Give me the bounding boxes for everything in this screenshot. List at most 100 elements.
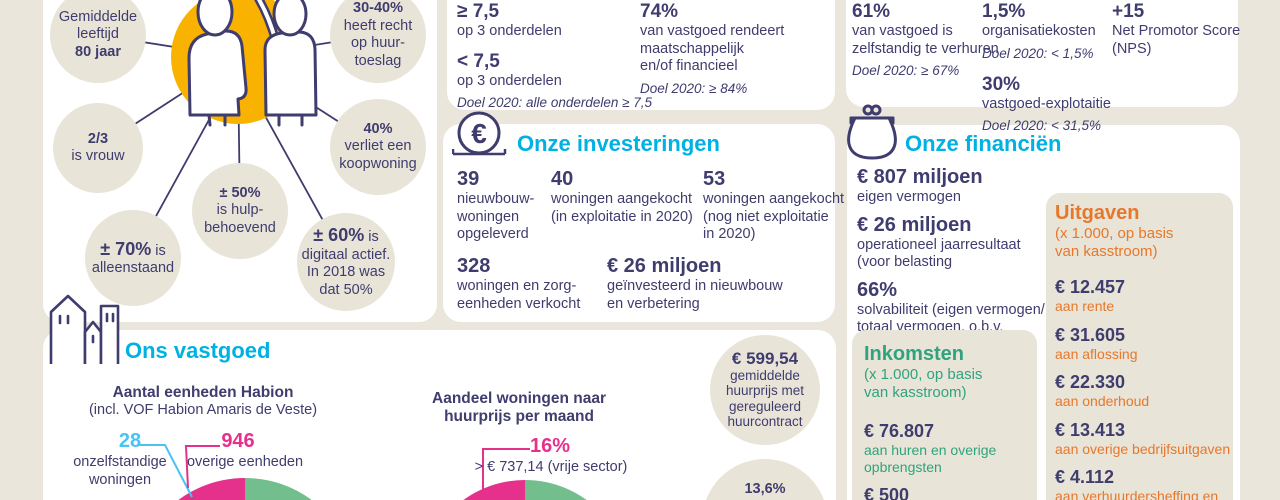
stat-label: eigen vermogen: [857, 189, 961, 205]
income-label: aan huren en overige: [864, 442, 997, 458]
kpi-goal: Doel 2020: < 31,5%: [982, 118, 1101, 133]
stat-text: alleenstaand: [91, 260, 175, 276]
stat-text: behoevend: [204, 219, 276, 236]
stat-value: 40%: [363, 120, 393, 137]
expense-label: aan overige bedrijfsuitgaven: [1055, 440, 1231, 457]
stat-value: ± 50%: [219, 184, 261, 201]
stat-value: € 807 miljoen: [857, 166, 983, 188]
residents-illustration: [97, 0, 379, 263]
finances-title: Onze financiën: [905, 131, 1062, 156]
kpi-value: 1,5%: [982, 1, 1026, 22]
svg-text:€: €: [471, 118, 487, 149]
vastgoed-panel: Aantal eenheden Habion (incl. VOF Habion…: [43, 330, 836, 500]
stat-text: koopwoning: [339, 155, 417, 172]
expense-amount: € 12.457: [1055, 277, 1126, 297]
stat-value: ± 60%: [313, 225, 365, 245]
chart2-label-value: 16%: [515, 435, 585, 457]
investment-item: 40 woningen aangekocht (in exploitatie i…: [551, 168, 693, 226]
kpi-value: ≥ 7,5: [457, 1, 500, 22]
stat-text: verliet een: [344, 138, 412, 155]
kpi-label: op 3 onderdelen: [457, 72, 562, 89]
stat-label: woningen: [457, 208, 520, 225]
stat-value: 40: [551, 168, 574, 190]
kpi-label: zelfstandig te verhuren: [852, 40, 999, 57]
kpi-verhuren: 61% van vastgoed is zelfstandig te verhu…: [852, 0, 999, 79]
stat-text: dat 50%: [319, 281, 373, 298]
pie-label-text: woningen: [88, 471, 152, 488]
stat-circle-digital: ± 60% is digitaal actief. In 2018 was da…: [297, 213, 395, 311]
stat-value: 2/3: [87, 130, 109, 147]
uitgaven-subtitle: van kasstroom): [1055, 243, 1158, 260]
inkomsten-title: Inkomsten: [864, 343, 965, 365]
stat-circle-huurprijs: € 599,54 gemiddelde huurprijs met geregu…: [710, 335, 820, 445]
stat-value: 53: [703, 168, 726, 190]
expense-amount: € 31.605: [1055, 324, 1126, 345]
kpi-goal: Doel 2020: alle onderdelen ≥ 7,5: [457, 95, 653, 110]
stat-label: opgeleverd: [457, 226, 529, 242]
kpi-value: 74%: [640, 1, 679, 22]
kpi-orgkosten: 1,5% organisatiekosten Doel 2020: < 1,5%…: [982, 0, 1111, 134]
kpi-right-panel: [846, 0, 1238, 107]
investments-title: Onze investeringen: [517, 131, 720, 156]
income-amount: € 500: [864, 485, 910, 500]
stat-circle-rent-allowance: 30-40% heeft recht op huur- toeslag: [330, 0, 426, 83]
investment-item: € 26 miljoen geïnvesteerd in nieuwbouw e…: [607, 255, 783, 313]
chart1-title: Aantal eenheden Habion (incl. VOF Habion…: [78, 384, 328, 419]
kpi-label: organisatiekosten: [982, 23, 1096, 39]
coin-slot-icon: €: [452, 111, 507, 156]
inkomsten-panel: Inkomsten (x 1.000, op basis van kasstro…: [852, 330, 1037, 500]
kpi-nps: +15 Net Promotor Score (NPS): [1112, 0, 1240, 58]
inkomsten-subtitle: (x 1.000, op basis: [864, 366, 983, 383]
stat-value: 66%: [857, 278, 898, 301]
stat-text: toeslag: [354, 52, 402, 69]
stat-text: is: [151, 242, 166, 259]
kpi-label: maatschappelijk: [640, 40, 744, 57]
chart-title-line: Aandeel woningen naar: [432, 390, 606, 407]
stat-text: is: [364, 229, 379, 245]
expense-label: aan verhuurdersheffing en: [1055, 488, 1219, 500]
uitgaven-panel: Uitgaven (x 1.000, op basis van kasstroo…: [1046, 193, 1233, 500]
chart1-label1-value: 28: [100, 431, 160, 450]
stat-value: € 599,54: [731, 349, 799, 369]
kpi-value: 30%: [982, 73, 1021, 95]
stat-text: huurprijs met: [725, 383, 805, 399]
pie-leader-lines: [138, 444, 530, 498]
expense-amount: € 4.112: [1055, 467, 1115, 487]
stat-text: huurcontract: [727, 414, 803, 430]
stat-circle-average-age: Gemiddelde leeftijd 80 jaar: [50, 0, 146, 83]
elderly-couple-icon: [187, 0, 318, 127]
kpi-value: +15: [1112, 1, 1145, 22]
investment-item: 53 woningen aangekocht (nog niet exploit…: [703, 168, 844, 244]
kpi-label: op 3 onderdelen: [457, 23, 562, 39]
scores-panel: [447, 0, 835, 110]
stat-value: 39: [457, 168, 480, 190]
pie-label-text: onzelfstandige: [73, 454, 167, 470]
stat-label: woningen aangekocht: [551, 191, 693, 207]
stat-circle-care: ± 50% is hulp- behoevend: [192, 163, 288, 259]
stat-label: woningen en zorg-: [457, 278, 577, 294]
investment-item: 328 woningen en zorg- eenheden verkocht: [457, 255, 580, 313]
stat-text: is hulp-: [216, 202, 264, 219]
stat-label: geïnvesteerd in nieuwbouw: [607, 278, 783, 294]
stat-value: € 26 miljoen: [607, 255, 722, 277]
income-amount: € 76.807: [864, 421, 935, 441]
stat-value: 80 jaar: [75, 43, 121, 60]
kpi-value: < 7,5: [457, 50, 500, 72]
chart1-label1-text: onzelfstandige woningen: [65, 454, 175, 489]
pie-label-value: 16%: [529, 435, 571, 457]
stat-value: 13,6%: [744, 481, 786, 497]
purse-icon: [847, 104, 897, 160]
stat-label: solvabiliteit (eigen vermogen/: [857, 301, 1045, 318]
pie-label-text: > € 737,14 (vrije sector): [474, 459, 628, 475]
income-label: opbrengsten: [864, 458, 942, 475]
expense-label: aan onderhoud: [1055, 393, 1150, 409]
stat-label: eenheden verkocht: [457, 295, 581, 312]
stat-label: (voor belasting: [857, 254, 953, 270]
investment-item: 39 nieuwbouw- woningen opgeleverd: [457, 168, 534, 244]
stat-label: nieuwbouw-: [457, 191, 535, 207]
kpi-label: van vastgoed is: [852, 23, 953, 39]
uitgaven-subtitle: (x 1.000, op basis: [1055, 225, 1174, 242]
stat-value: 328: [457, 255, 491, 277]
kpi-goal: Doel 2020: < 1,5%: [982, 45, 1094, 61]
